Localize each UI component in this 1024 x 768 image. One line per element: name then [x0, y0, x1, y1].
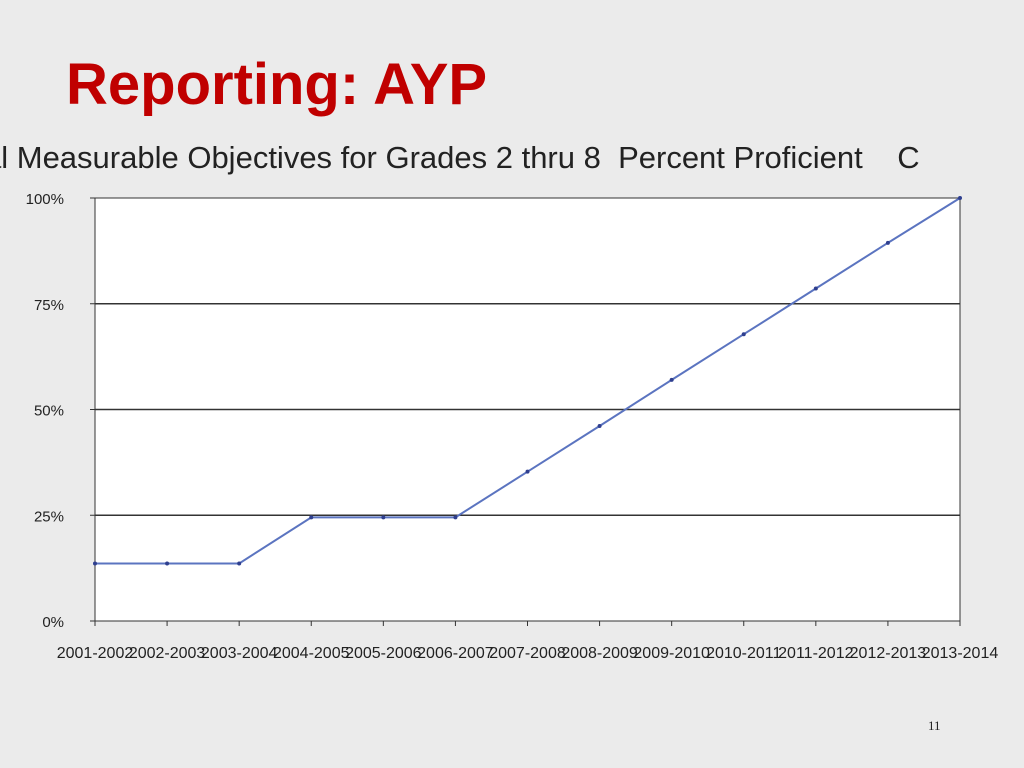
data-point: [165, 561, 170, 566]
data-point: [669, 377, 674, 382]
data-point: [741, 332, 746, 337]
y-tick-label: 0%: [42, 614, 64, 631]
y-tick-label: 50%: [34, 403, 64, 420]
x-tick-label: 2013-2014: [922, 645, 999, 662]
y-tick-label: 75%: [34, 297, 64, 314]
data-point: [813, 286, 818, 291]
x-tick-label: 2009-2010: [633, 645, 710, 662]
data-point: [381, 515, 386, 520]
x-tick-label: 2001-2002: [57, 645, 134, 662]
x-tick-label: 2005-2006: [345, 645, 422, 662]
x-tick-label: 2003-2004: [201, 645, 278, 662]
data-point: [597, 423, 602, 428]
x-tick-label: 2002-2003: [129, 645, 206, 662]
data-point: [309, 515, 314, 520]
x-tick-label: 2011-2012: [778, 645, 853, 662]
line-chart: 0% 25% 50% 75% 100% 2001-20022002-20032003-20…: [26, 191, 999, 662]
data-point: [93, 561, 97, 566]
x-tick-label: 2008-2009: [561, 645, 638, 662]
slide-title: Reporting: AYP: [66, 52, 488, 117]
data-point: [453, 515, 458, 520]
chart-title: al Measurable Objectives for Grades 2 th…: [0, 140, 920, 175]
data-point: [525, 469, 530, 474]
x-tick-label: 2012-2013: [850, 645, 927, 662]
page-number: 11: [928, 718, 941, 733]
x-tick-label: 2010-2011: [706, 645, 781, 662]
x-tick-label: 2007-2008: [489, 645, 566, 662]
y-tick-label: 25%: [34, 508, 64, 525]
data-point: [958, 196, 962, 200]
y-tick-label: 100%: [26, 191, 64, 208]
data-point: [885, 240, 890, 245]
x-tick-label: 2004-2005: [273, 645, 350, 662]
x-tick-label: 2006-2007: [417, 645, 494, 662]
data-point: [237, 561, 242, 566]
